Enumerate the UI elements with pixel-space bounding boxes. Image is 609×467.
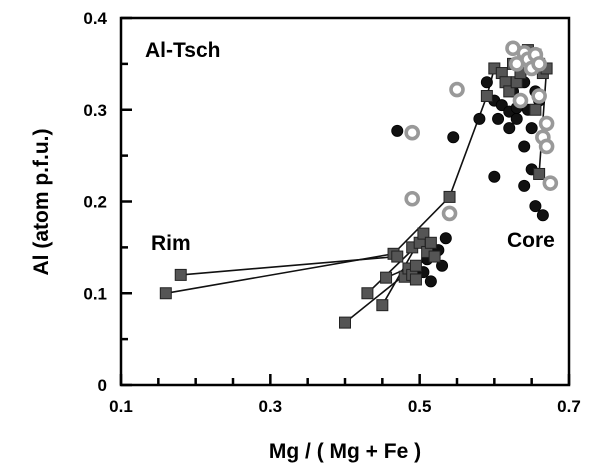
data-marks [159,40,559,329]
dot-point [525,122,538,135]
ring-point [404,190,421,207]
dot-point [436,259,449,272]
dot-point [447,131,460,144]
x-axis-label: Mg / ( Mg + Fe ) [269,440,421,463]
dot-point [439,232,452,245]
square-point [376,299,389,312]
y-tick-label: 0 [98,376,107,395]
square-point [480,89,493,102]
square-point [409,259,422,272]
dot-point [503,122,516,135]
dot-point [536,209,549,222]
dot-point [488,170,501,183]
square-point [391,250,404,263]
square-point [533,167,546,180]
annotation-panel: Al-Tsch [145,39,220,62]
y-tick-label: 0.1 [83,284,107,303]
axis-ticks [119,16,571,387]
dot-point [480,76,493,89]
square-point [380,271,393,284]
ring-point [404,124,421,141]
dot-point [529,200,542,213]
ring-point [441,205,458,222]
ring-point [542,175,559,191]
square-point [417,227,430,240]
square-point [339,316,351,329]
connector-line [180,255,398,276]
dot-point [510,112,523,125]
dot-point [424,275,437,288]
square-point [409,273,422,286]
square-point [361,287,374,300]
square-point [174,268,187,281]
y-axis-label: Al (atom p.f.u.) [30,129,53,276]
square-point [503,85,516,98]
square-point [443,190,456,203]
connector-line [165,68,496,295]
annotation-core: Core [507,229,555,252]
y-tick-label: 0.3 [83,101,107,120]
ring-point [538,138,555,155]
ring-point [512,92,529,109]
ring-point [531,88,547,104]
square-point [159,287,172,300]
x-tick-label: 0.5 [408,397,432,416]
y-tick-label: 0.4 [83,9,107,28]
dot-point [518,179,531,192]
x-tick-label: 0.7 [557,397,581,416]
y-tick-label: 0.2 [83,193,107,212]
square-point [424,236,437,249]
square-point [428,250,441,263]
dot-point [492,112,505,125]
x-tick-label: 0.1 [109,397,133,416]
dot-point [473,112,486,125]
dot-point [518,140,531,153]
ring-point [531,56,547,72]
annotation-rim: Rim [151,232,191,255]
ring-point [449,81,465,98]
square-point [529,103,542,116]
x-tick-label: 0.3 [259,397,283,416]
ring-point [538,115,555,132]
tick-labels: 0.1 0.3 0.5 0.700.10.20.30.4 [83,9,580,416]
dot-point [391,124,404,137]
